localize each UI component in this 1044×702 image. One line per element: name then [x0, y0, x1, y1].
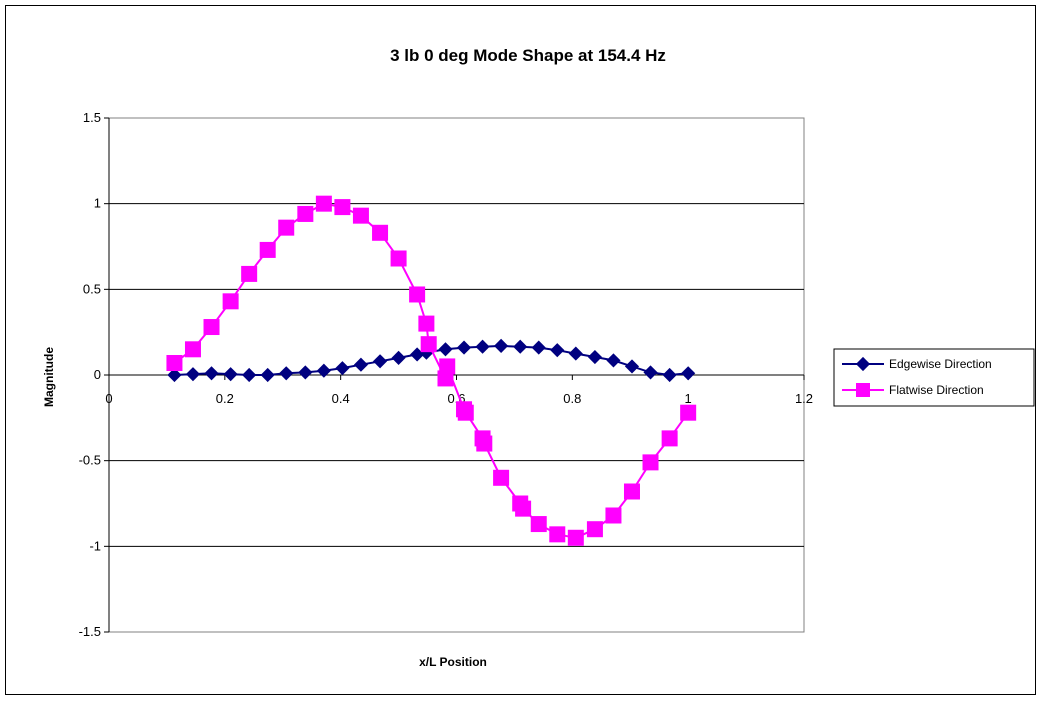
data-point [278, 219, 295, 236]
data-point [456, 340, 472, 355]
data-point [204, 366, 219, 381]
data-point [410, 347, 425, 362]
data-point [372, 224, 389, 241]
y-axis-title: Magnitude [42, 347, 56, 407]
legend-marker-flatwise [856, 383, 870, 397]
data-point [567, 529, 584, 546]
y-tick-label: -1 [89, 538, 101, 553]
data-point [223, 367, 238, 382]
data-point [624, 359, 640, 374]
data-point [409, 286, 426, 303]
y-tick-label: 0.5 [83, 281, 101, 296]
data-point [418, 315, 435, 332]
data-point [335, 361, 350, 376]
data-point [298, 365, 313, 380]
data-point [475, 339, 490, 354]
data-point [391, 350, 406, 365]
data-point [681, 366, 696, 381]
series-flatwise-direction [166, 195, 697, 546]
data-point [279, 366, 294, 381]
data-point [531, 340, 546, 355]
data-point [184, 341, 201, 358]
chart-frame: 3 lb 0 deg Mode Shape at 154.4 Hz 1.5 1 0.… [5, 5, 1036, 695]
data-point [494, 338, 509, 353]
y-tick-label: 0 [94, 367, 101, 382]
data-point [605, 507, 622, 524]
series-layer [166, 195, 697, 546]
data-point [185, 367, 201, 382]
data-point [438, 342, 453, 357]
y-tick-label: 1 [94, 196, 101, 211]
chart-svg: 3 lb 0 deg Mode Shape at 154.4 Hz 1.5 1 0.… [42, 46, 1035, 669]
data-point [420, 336, 437, 353]
x-tick-label: 0 [105, 391, 112, 406]
x-axis-title: x/L Position [419, 655, 487, 669]
data-point [334, 199, 351, 216]
y-tick-label: -1.5 [79, 624, 101, 639]
x-tick-label: 0.2 [216, 391, 234, 406]
data-point [390, 250, 407, 267]
data-point [493, 469, 510, 486]
data-point [203, 319, 220, 336]
data-point [642, 454, 659, 471]
data-point [297, 205, 314, 222]
data-point [242, 367, 257, 383]
data-point [476, 435, 493, 452]
data-point [530, 516, 547, 533]
y-tick-label: -0.5 [79, 453, 101, 468]
data-point [606, 353, 621, 368]
data-point [260, 367, 275, 383]
data-point [587, 349, 602, 365]
data-point [241, 265, 258, 282]
data-point [353, 357, 369, 372]
data-point [259, 241, 276, 258]
chart-title: 3 lb 0 deg Mode Shape at 154.4 Hz [390, 46, 666, 65]
data-point [457, 404, 474, 421]
data-point [439, 358, 456, 375]
data-point [550, 343, 565, 358]
x-tick-label: 0.4 [332, 391, 350, 406]
legend-marker-edgewise [855, 356, 871, 372]
data-point [222, 293, 239, 310]
series-edgewise-direction [167, 338, 696, 383]
data-point [623, 483, 640, 500]
legend-label-flatwise: Flatwise Direction [889, 383, 984, 397]
legend-label-edgewise: Edgewise Direction [889, 357, 992, 371]
x-tick-label: 0.8 [563, 391, 581, 406]
data-point [586, 521, 603, 538]
data-point [315, 195, 332, 212]
data-point [372, 354, 388, 369]
data-point [352, 207, 369, 224]
data-point [662, 367, 677, 383]
data-point [643, 365, 658, 380]
data-point [515, 500, 532, 517]
data-point [549, 526, 566, 543]
legend: Edgewise Direction Flatwise Direction [833, 348, 1035, 407]
data-point [316, 363, 331, 378]
x-tick-label: 1 [685, 391, 692, 406]
data-point [166, 355, 183, 372]
x-tick-label: 1.2 [795, 391, 813, 406]
data-point [680, 404, 697, 421]
data-point [568, 346, 583, 361]
data-point [167, 367, 182, 383]
tick-labels: 1.510.50-0.5-1-1.50 0.2 0.4 0.6 0.8 1 1.2 [79, 110, 813, 639]
y-tick-label: 1.5 [83, 110, 101, 125]
data-point [661, 430, 678, 447]
